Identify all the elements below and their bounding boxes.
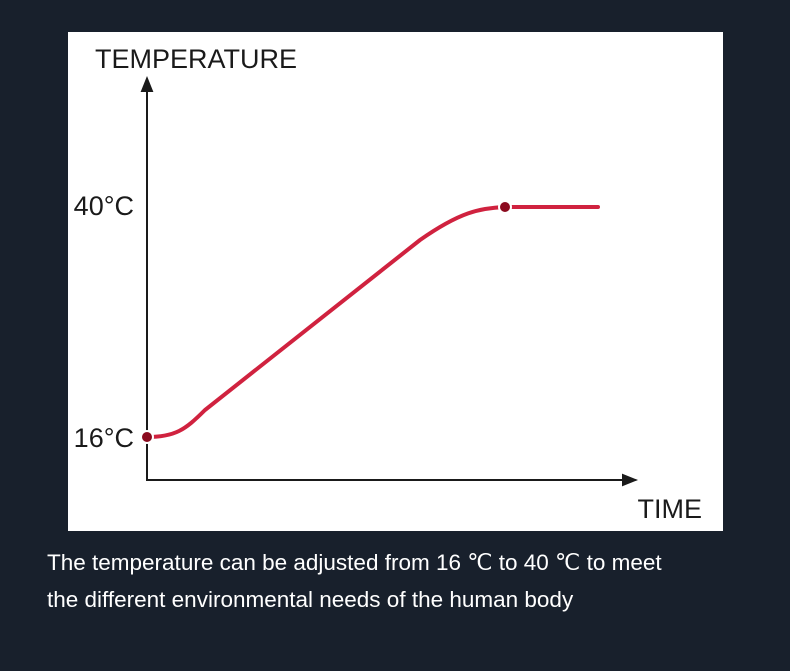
- panel: [68, 32, 723, 531]
- caption-line: the different environmental needs of the…: [47, 587, 574, 612]
- end-point: [498, 200, 512, 214]
- y-axis-label: TEMPERATURE: [95, 44, 297, 74]
- caption: The temperature can be adjusted from 16 …: [47, 544, 777, 618]
- low-label: 16°C: [74, 423, 134, 453]
- temperature-curve: [145, 205, 600, 439]
- caption-line: The temperature can be adjusted from 16 …: [47, 550, 662, 575]
- high-label: 40°C: [74, 191, 134, 221]
- diagram: TEMPERATURE TIME 40°C 16°C: [68, 32, 723, 531]
- x-axis-label: TIME: [638, 494, 703, 524]
- start-point: [140, 430, 154, 444]
